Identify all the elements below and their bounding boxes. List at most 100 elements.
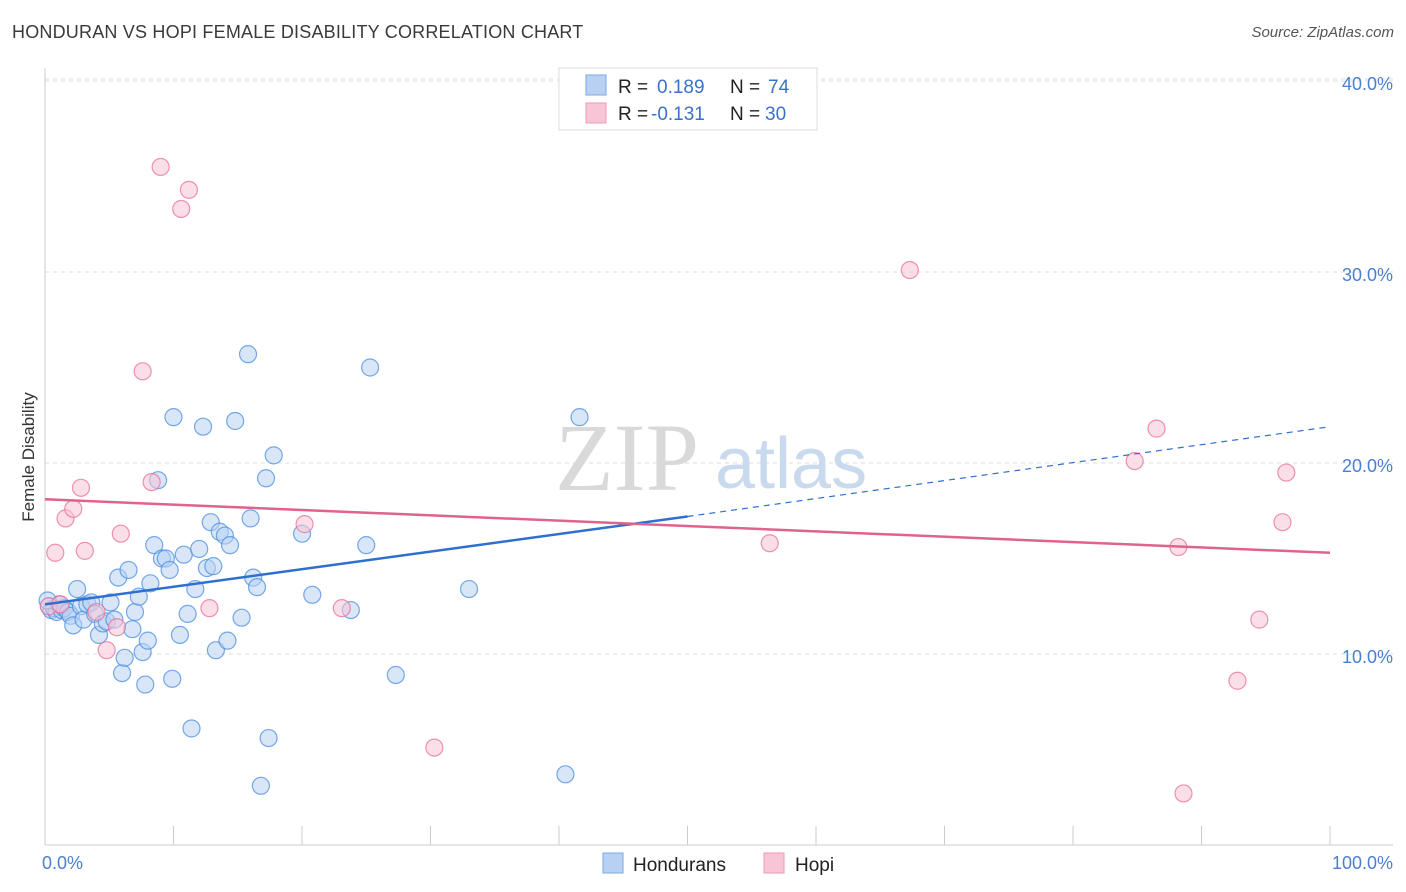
axes: [44, 68, 1393, 846]
bottom-legend-label-hondurans: Hondurans: [633, 855, 726, 876]
honduran-point-45: [193, 417, 213, 436]
trend-line-hondurans: [44, 515, 688, 606]
watermark-atlas: atlas: [715, 424, 867, 504]
honduran-point-41: [178, 604, 197, 623]
hopi-point-17: [332, 599, 351, 618]
honduran-point-72: [570, 408, 589, 427]
hopi-point-4: [71, 478, 91, 497]
x-tick-label-max: 100.0%: [1332, 853, 1393, 873]
legend-n-label-hopi: N =: [730, 104, 760, 125]
y-tick-label-10: 10.0%: [1342, 647, 1393, 667]
honduran-point-65: [303, 585, 322, 604]
source-label: Source: ZipAtlas.com: [1251, 24, 1394, 41]
hopi-point-11: [142, 473, 161, 492]
gridlines: [45, 78, 1393, 655]
bottom-legend-swatch-hondurans: [602, 852, 624, 874]
hopi-point-12: [151, 157, 170, 177]
honduran-point-60: [251, 776, 270, 795]
honduran-point-32: [145, 536, 164, 555]
honduran-point-36: [160, 560, 179, 580]
y-tick-label-20: 20.0%: [1342, 456, 1393, 476]
legend-r-value-hopi: -0.131: [651, 104, 705, 125]
stats-legend: R = 0.189 N = 74 R = -0.131 N = 30: [558, 67, 818, 131]
honduran-point-38: [164, 408, 183, 427]
legend-r-label-hopi: R =: [618, 104, 648, 125]
honduran-point-29: [136, 675, 155, 694]
y-tick-label-40: 40.0%: [1342, 74, 1393, 94]
honduran-point-54: [226, 411, 245, 431]
series-legend: Hondurans Hopi: [602, 852, 834, 876]
hopi-point-18: [425, 738, 444, 757]
bottom-legend-swatch-hopi: [763, 852, 785, 874]
honduran-point-40: [174, 545, 193, 564]
honduran-point-26: [125, 602, 145, 622]
hopi-point-28: [1277, 463, 1296, 482]
honduran-point-19: [101, 593, 120, 612]
honduran-point-67: [357, 536, 376, 555]
honduran-point-30: [138, 631, 157, 650]
honduran-point-63: [264, 446, 283, 465]
honduran-point-24: [119, 560, 138, 580]
hopi-point-24: [1174, 784, 1193, 803]
honduran-point-42: [182, 719, 201, 738]
honduran-point-69: [386, 665, 405, 685]
hopi-point-5: [75, 541, 94, 560]
legend-r-value-hondurans: 0.189: [657, 77, 705, 98]
honduran-point-37: [163, 669, 182, 688]
legend-swatch-hondurans: [585, 74, 607, 96]
honduran-point-56: [238, 345, 258, 364]
hopi-point-29: [51, 595, 70, 614]
data-points: [38, 157, 1296, 803]
honduran-point-68: [361, 358, 380, 377]
legend-swatch-hopi: [585, 102, 607, 124]
honduran-point-10: [68, 579, 87, 599]
hopi-point-13: [172, 199, 191, 219]
honduran-point-53: [220, 536, 240, 555]
honduran-point-44: [190, 539, 209, 559]
hopi-point-19: [760, 534, 779, 553]
honduran-point-70: [459, 579, 479, 599]
legend-n-value-hopi: 30: [765, 104, 786, 125]
y-axis-title: Female Disability: [19, 392, 38, 522]
hopi-point-27: [1273, 513, 1292, 532]
hopi-point-1: [46, 543, 65, 562]
hopi-point-3: [64, 499, 83, 518]
hopi-point-22: [1147, 419, 1166, 438]
honduran-point-55: [232, 608, 251, 627]
hopi-point-14: [179, 180, 199, 199]
legend-n-value-hondurans: 74: [768, 77, 790, 98]
honduran-point-48: [204, 557, 223, 576]
honduran-point-31: [141, 574, 160, 593]
bottom-legend-label-hopi: Hopi: [795, 855, 834, 876]
hopi-point-15: [200, 599, 219, 618]
honduran-point-52: [218, 631, 237, 650]
honduran-point-39: [170, 625, 190, 645]
legend-n-label-hondurans: N =: [730, 77, 760, 98]
hopi-point-7: [97, 641, 116, 660]
honduran-point-59: [247, 578, 267, 597]
hopi-point-21: [1125, 451, 1144, 471]
trend-line-hopi: [44, 498, 1331, 555]
hopi-point-16: [295, 515, 314, 534]
trend-lines: [44, 426, 1331, 606]
hopi-point-26: [1250, 610, 1269, 629]
y-tick-label-30: 30.0%: [1342, 265, 1393, 285]
honduran-point-62: [259, 728, 278, 748]
trend-line-hondurans-extension: [687, 426, 1331, 518]
hopi-point-6: [87, 602, 106, 622]
hopi-point-9: [111, 524, 130, 543]
honduran-point-23: [115, 648, 134, 667]
legend-r-label-hondurans: R =: [618, 77, 648, 98]
honduran-point-61: [256, 469, 276, 488]
x-tick-label-min: 0.0%: [42, 853, 83, 873]
honduran-point-57: [241, 509, 260, 528]
hopi-point-20: [900, 260, 919, 280]
honduran-point-25: [123, 620, 142, 639]
honduran-point-71: [556, 765, 575, 784]
hopi-point-8: [107, 618, 127, 637]
y-tick-labels: 10.0% 20.0% 30.0% 40.0%: [1342, 74, 1393, 667]
hopi-point-10: [133, 362, 152, 381]
hopi-point-25: [1228, 671, 1247, 690]
chart-title: HONDURAN VS HOPI FEMALE DISABILITY CORRE…: [12, 22, 584, 42]
